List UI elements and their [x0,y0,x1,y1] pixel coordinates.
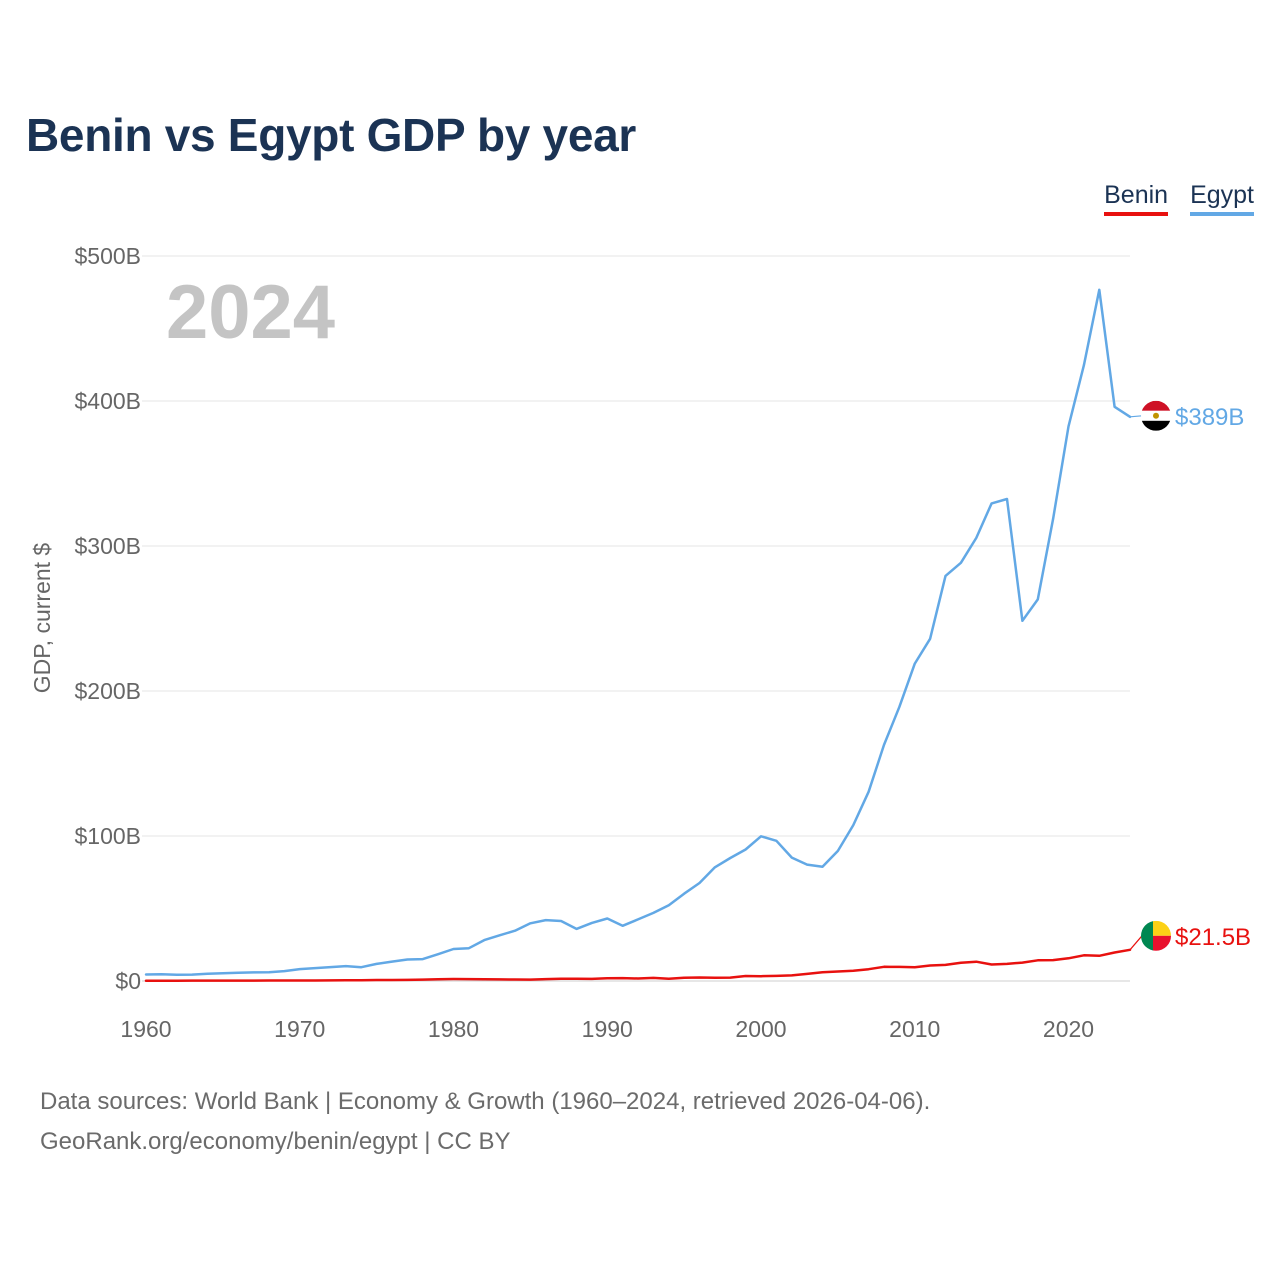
footer: Data sources: World Bank | Economy & Gro… [40,1082,930,1162]
end-value-label-egypt: $389B [1175,404,1244,431]
y-tick-label: $0 [115,968,141,994]
x-tick-label: 1970 [274,1016,325,1042]
x-tick-label: 1960 [120,1016,171,1042]
legend-item-egypt[interactable]: Egypt [1190,180,1254,216]
grid-lines [142,255,1130,982]
year-watermark: 2024 [166,270,335,355]
benin-flag-icon [1141,920,1171,951]
x-tick-label: 2000 [735,1016,786,1042]
footer-sources: Data sources: World Bank | Economy & Gro… [40,1088,931,1115]
end-connector [1129,935,1143,951]
x-tick-label: 1990 [582,1016,633,1042]
series-lines [144,288,1132,982]
x-tick-label: 2020 [1043,1016,1094,1042]
series-line-benin[interactable] [144,948,1132,982]
series-line-egypt[interactable] [144,288,1132,977]
y-axis-title: GDP, current $ [29,543,55,694]
end-markers: $389B $21.5B [1129,400,1251,951]
y-tick-label: $300B [74,533,141,559]
legend: Benin Egypt [1104,180,1254,216]
end-value-label-benin: $21.5B [1175,924,1251,951]
egypt-flag-icon [1141,400,1171,431]
legend-item-benin[interactable]: Benin [1104,180,1169,216]
end-connector [1129,415,1143,418]
footer-credit[interactable]: GeoRank.org/economy/benin/egypt | CC BY [40,1128,511,1155]
y-tick-label: $500B [74,243,141,269]
y-axis-ticks: $0 $100B $200B $300B $400B $500B [74,243,141,994]
x-tick-label: 2010 [889,1016,940,1042]
y-tick-label: $400B [74,388,141,414]
y-tick-label: $100B [74,823,141,849]
x-axis-ticks: 1960 1970 1980 1990 2000 2010 2020 [120,1016,1094,1042]
chart-title: Benin vs Egypt GDP by year [26,109,637,161]
y-tick-label: $200B [74,678,141,704]
x-tick-label: 1980 [428,1016,479,1042]
